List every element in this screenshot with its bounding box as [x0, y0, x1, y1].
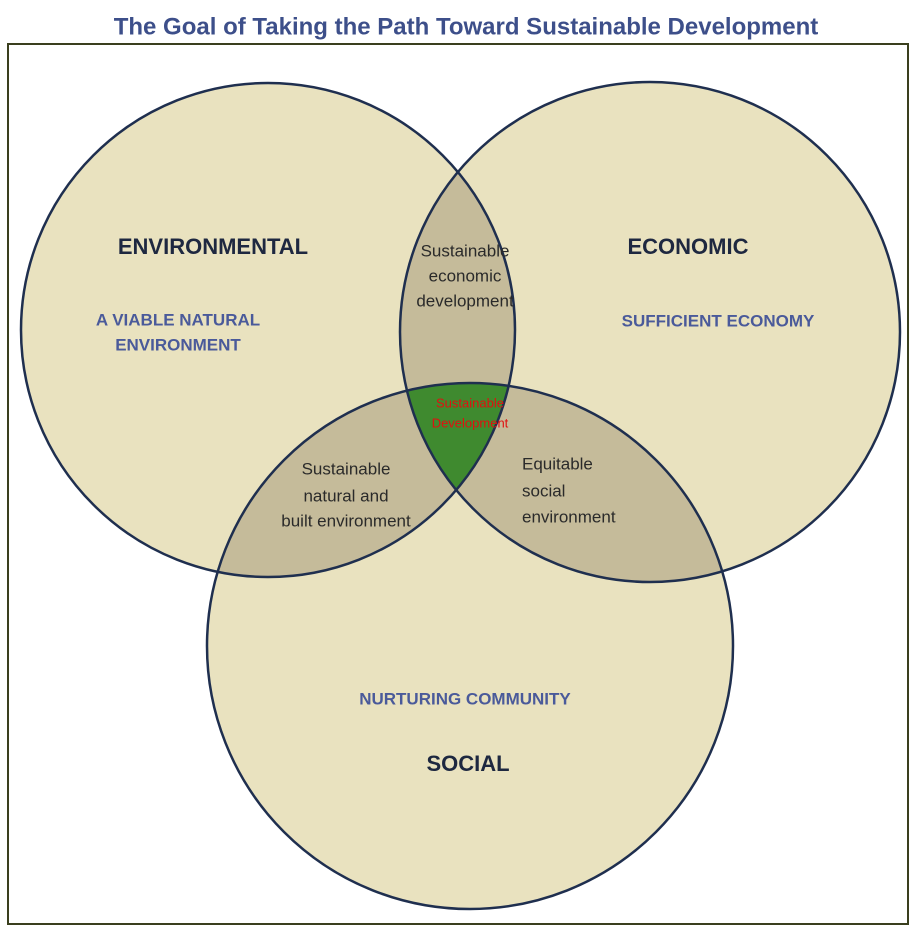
intersection-label: natural and	[303, 486, 388, 505]
circle-sublabel: SUFFICIENT ECONOMY	[622, 311, 815, 330]
circle-sublabel: A VIABLE NATURAL	[96, 310, 260, 329]
outlines	[19, 80, 902, 911]
circle-label: ECONOMIC	[628, 234, 749, 259]
outline	[398, 80, 902, 584]
intersection-label: economic	[429, 266, 502, 285]
intersection-label: Sustainable	[421, 241, 510, 260]
overlaps	[207, 83, 733, 582]
intersection-label: built environment	[281, 511, 411, 530]
circle-sublabel: ENVIRONMENT	[115, 335, 241, 354]
overlap-env-social	[207, 383, 515, 577]
circle-sublabel: NURTURING COMMUNITY	[359, 689, 571, 708]
core-label: Development	[432, 415, 509, 430]
intersection-label: social	[522, 481, 565, 500]
frame	[7, 43, 909, 925]
outline	[205, 381, 735, 911]
core-label: Sustainable	[436, 395, 504, 410]
title: The Goal of Taking the Path Toward Susta…	[114, 13, 819, 40]
overlap-econ-social	[400, 383, 733, 582]
outline	[19, 81, 517, 579]
circle-label: SOCIAL	[426, 751, 509, 776]
intersection-label: Sustainable	[302, 459, 391, 478]
intersection-label: environment	[522, 507, 616, 526]
circle-label: ENVIRONMENTAL	[118, 234, 308, 259]
intersection-label: Equitable	[522, 454, 593, 473]
intersection-label: development	[416, 291, 514, 310]
